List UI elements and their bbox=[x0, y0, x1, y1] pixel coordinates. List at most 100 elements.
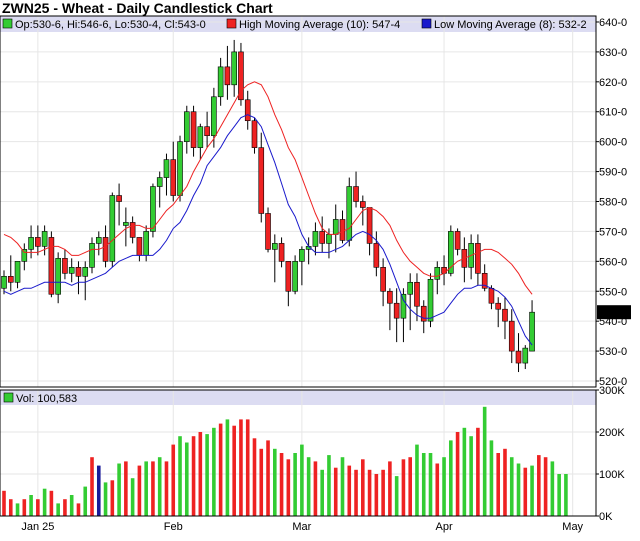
candle-body bbox=[420, 305, 427, 322]
candle bbox=[502, 297, 508, 340]
volume-bar bbox=[367, 469, 372, 516]
candle-body bbox=[502, 308, 508, 322]
volume-bar bbox=[361, 459, 365, 516]
volume-bar bbox=[171, 444, 176, 516]
candle-body bbox=[292, 261, 298, 292]
last-price-value: 543-0 bbox=[599, 307, 627, 319]
candle bbox=[190, 105, 197, 157]
volume-bar bbox=[564, 474, 568, 516]
candle bbox=[414, 273, 420, 322]
volume-bars bbox=[2, 406, 568, 516]
candle bbox=[292, 255, 298, 295]
candle bbox=[211, 87, 217, 148]
candle bbox=[95, 231, 102, 256]
volume-bar bbox=[408, 457, 412, 516]
candle bbox=[150, 183, 156, 238]
volume-bar bbox=[151, 461, 155, 516]
candle bbox=[224, 45, 231, 100]
volume-bar bbox=[557, 474, 561, 516]
candle bbox=[299, 246, 305, 286]
candle bbox=[14, 261, 21, 289]
candle bbox=[427, 273, 434, 328]
candle bbox=[244, 90, 251, 130]
volume-bar bbox=[489, 440, 494, 516]
candle bbox=[123, 207, 129, 247]
candle bbox=[278, 237, 285, 268]
candle bbox=[346, 177, 353, 247]
volume-tick-label: 100K bbox=[599, 469, 625, 481]
candle bbox=[407, 273, 414, 331]
candle-body bbox=[123, 222, 129, 226]
volume-bar bbox=[36, 499, 40, 516]
price-tick-label: 600-0 bbox=[599, 137, 627, 149]
legend: Op:530-6, Hi:546-6, Lo:530-4, Cl:543-0 H… bbox=[2, 18, 587, 31]
candle bbox=[454, 228, 461, 256]
volume-bar bbox=[279, 453, 284, 516]
price-tick-label: 530-0 bbox=[599, 346, 627, 358]
volume-bar bbox=[198, 432, 203, 516]
candle-body bbox=[312, 231, 319, 247]
volume-axis: 0K 100K 200K 300K bbox=[596, 385, 625, 523]
candle-body bbox=[299, 249, 305, 262]
candle bbox=[251, 117, 258, 154]
candle-body bbox=[170, 159, 177, 196]
volume-bar bbox=[137, 465, 142, 516]
volume-bar bbox=[103, 482, 108, 516]
candle bbox=[231, 39, 237, 97]
volume-bar bbox=[245, 419, 250, 516]
volume-bar bbox=[124, 461, 128, 516]
candle bbox=[109, 192, 116, 268]
time-tick-label: Apr bbox=[435, 521, 452, 533]
volume-bar bbox=[164, 461, 169, 516]
time-axis: Jan 25 Feb Mar Apr May bbox=[21, 521, 583, 533]
volume-bar bbox=[469, 436, 473, 516]
candle bbox=[420, 300, 427, 334]
candle-body bbox=[278, 243, 285, 262]
volume-tick-label: 0K bbox=[599, 511, 613, 523]
volume-bar bbox=[191, 436, 196, 516]
volume-bar bbox=[218, 423, 223, 516]
volume-bar bbox=[340, 457, 345, 516]
candle bbox=[62, 249, 68, 280]
candle-body bbox=[116, 195, 122, 202]
volume-bar bbox=[503, 448, 507, 516]
volume-bar bbox=[63, 499, 67, 516]
volume-bar bbox=[374, 474, 379, 516]
volume-bar bbox=[273, 448, 277, 516]
candle-body bbox=[75, 267, 82, 277]
candle bbox=[319, 216, 325, 253]
volume-bar bbox=[550, 461, 555, 516]
candle-body bbox=[55, 258, 61, 295]
ohlc-legend: Op:530-6, Hi:546-6, Lo:530-4, Cl:543-0 bbox=[15, 19, 206, 31]
last-price-label: 543-0 bbox=[597, 305, 631, 320]
candle bbox=[265, 207, 271, 253]
candle bbox=[129, 216, 136, 244]
candle-body bbox=[265, 213, 271, 250]
price-tick-label: 630-0 bbox=[599, 47, 627, 59]
candle bbox=[183, 105, 190, 154]
candle bbox=[217, 57, 224, 106]
candle bbox=[55, 252, 61, 304]
candle-body bbox=[190, 111, 197, 148]
candle bbox=[312, 222, 319, 256]
candle bbox=[380, 258, 386, 307]
volume-bar bbox=[300, 444, 304, 516]
candle-body bbox=[448, 231, 454, 274]
candle-body bbox=[529, 311, 535, 352]
candle-body bbox=[183, 111, 190, 142]
candle-body bbox=[48, 237, 55, 295]
low-moving-average-line bbox=[3, 114, 533, 346]
candle-body bbox=[136, 237, 143, 256]
candle bbox=[170, 141, 177, 202]
volume-bar bbox=[381, 469, 385, 516]
candle-body bbox=[326, 234, 332, 244]
candle-body bbox=[380, 267, 386, 292]
candle bbox=[353, 171, 359, 208]
candle-body bbox=[515, 350, 522, 364]
candle-body bbox=[319, 231, 325, 244]
volume-bar bbox=[90, 457, 94, 516]
candle-body bbox=[41, 231, 48, 247]
candle bbox=[116, 183, 122, 226]
volume-pane: Vol: 100,583 0K 100K 200K 300K bbox=[0, 385, 625, 523]
candle-body bbox=[129, 222, 136, 238]
